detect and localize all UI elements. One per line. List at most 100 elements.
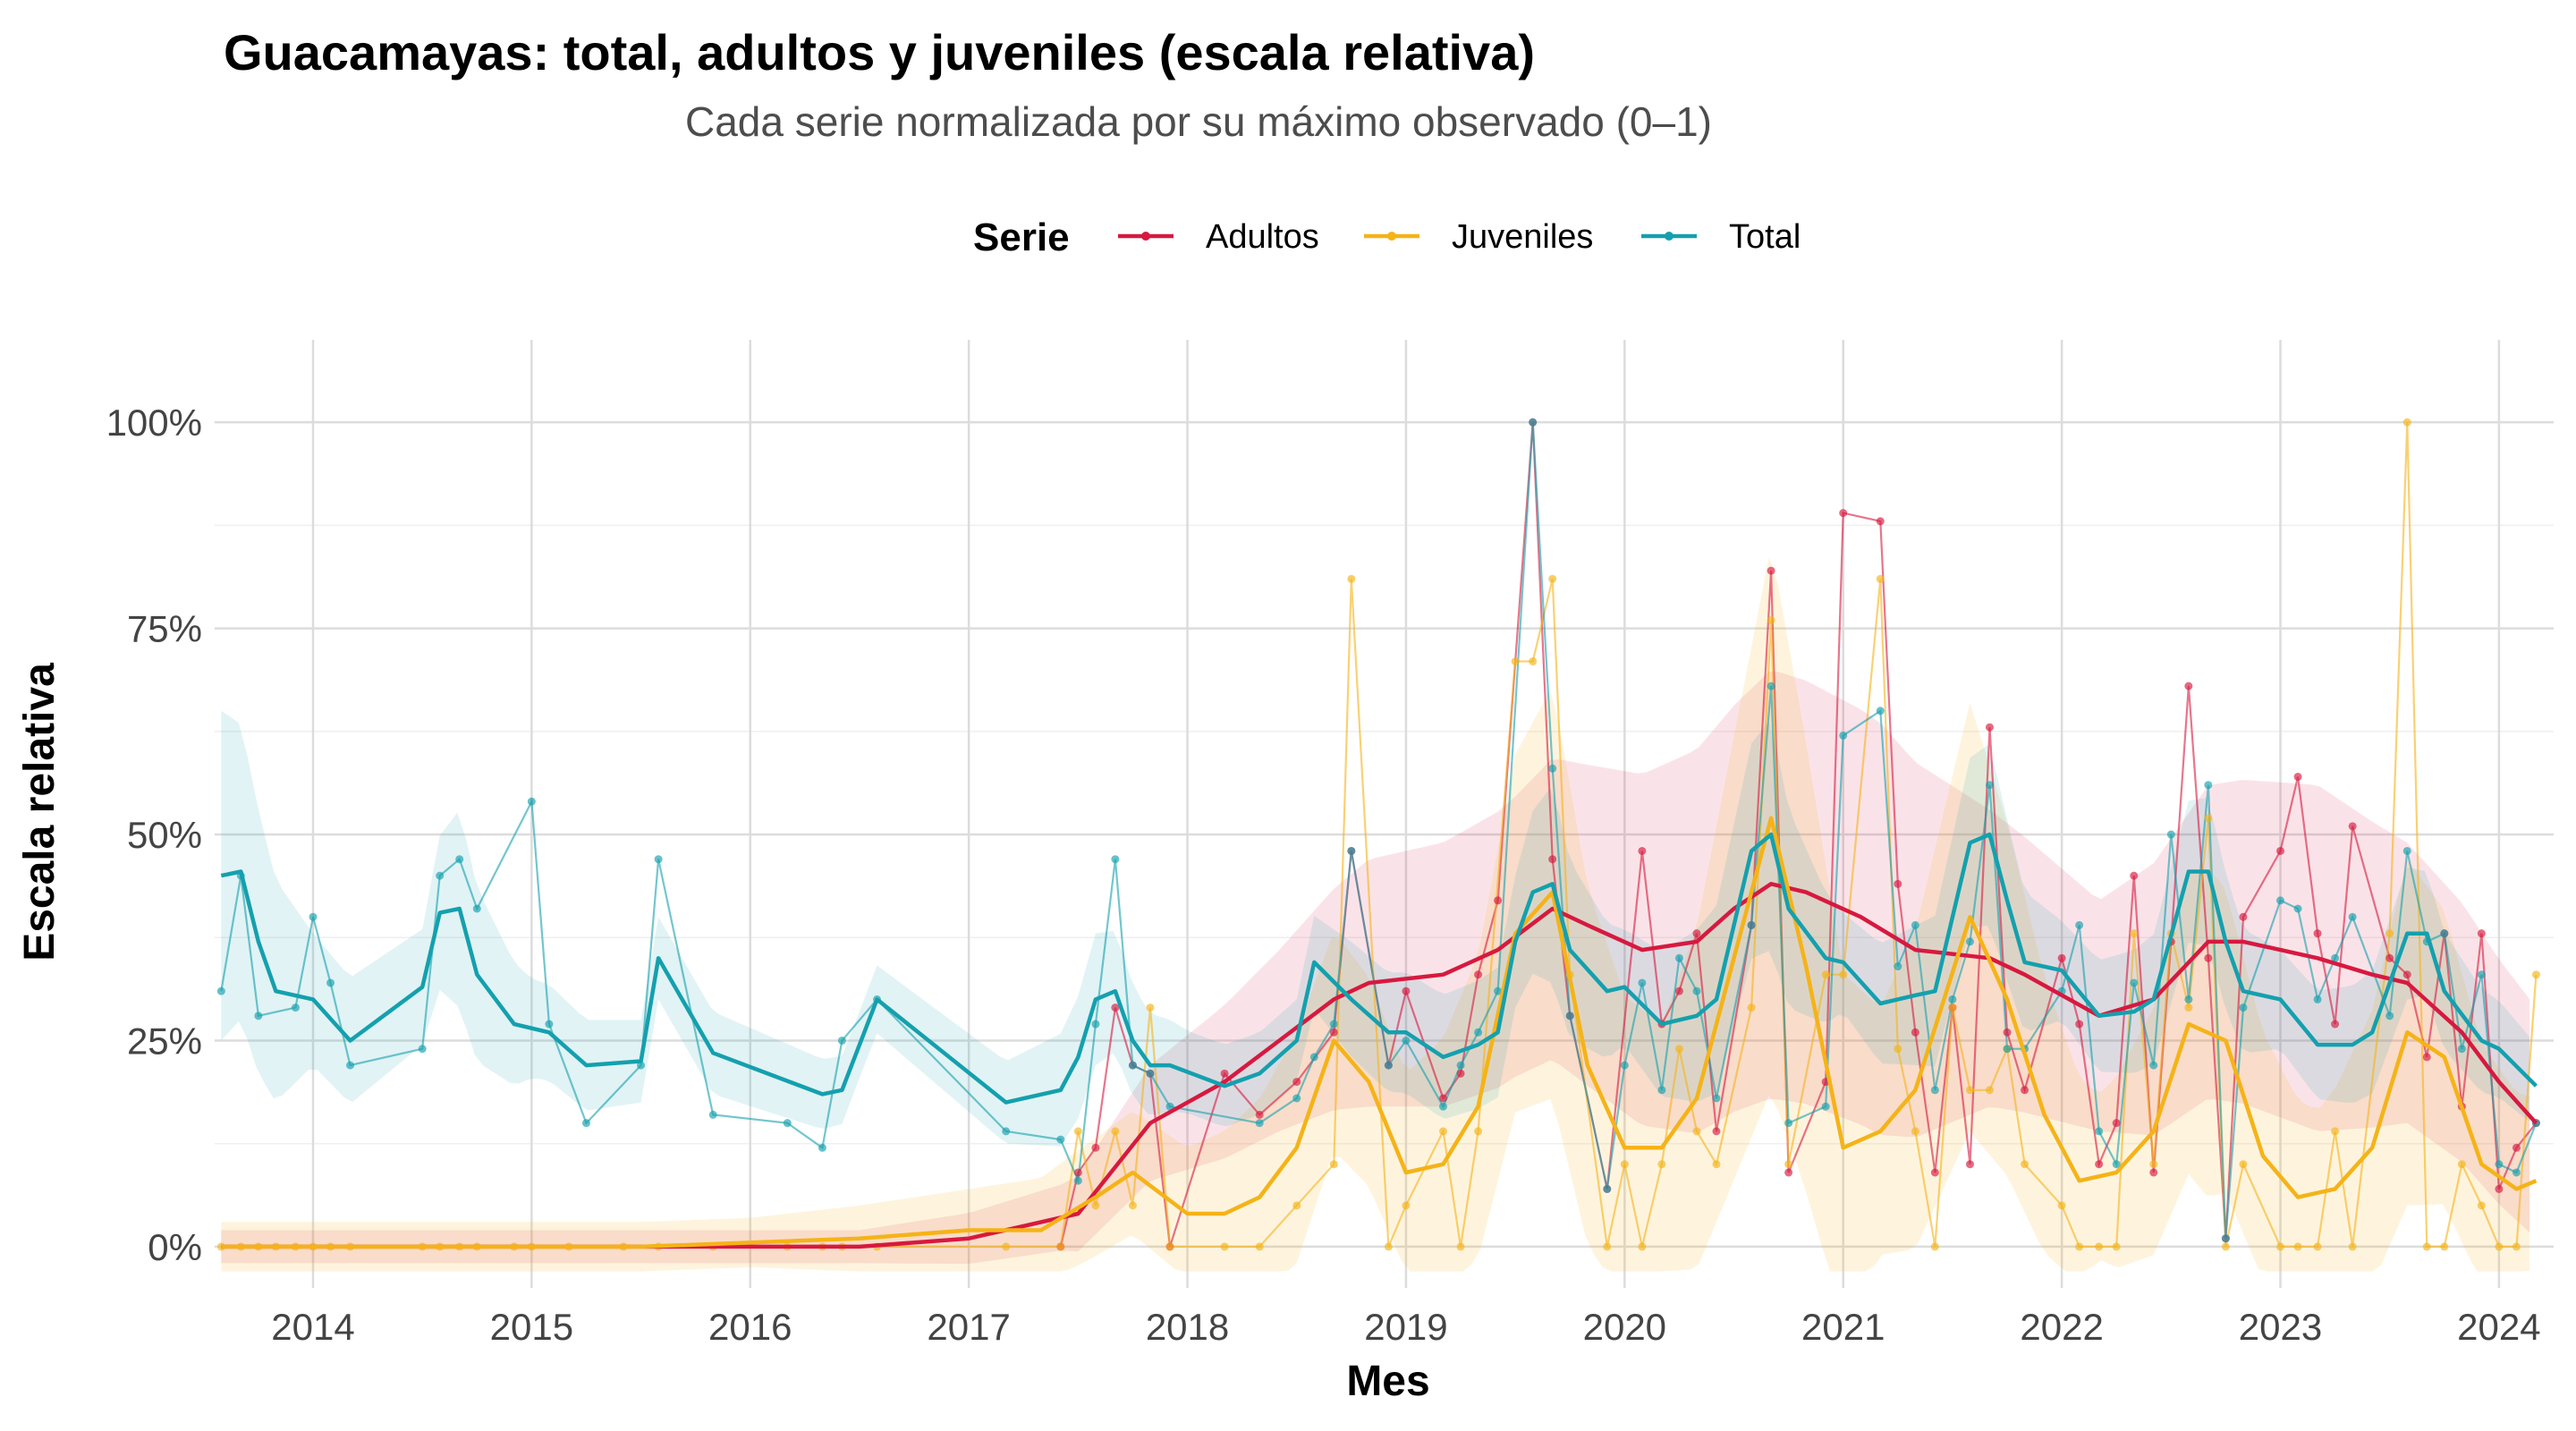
legend: Serie Adultos Juveniles Total: [973, 216, 1801, 259]
point-total: [1657, 1086, 1666, 1095]
point-juveniles: [2331, 1127, 2340, 1136]
point-juveniles: [1220, 1242, 1229, 1251]
point-adultos: [1220, 1069, 1229, 1078]
legend-swatch-point: [1141, 232, 1150, 241]
point-juveniles: [2512, 1242, 2521, 1251]
point-juveniles: [2293, 1242, 2302, 1251]
point-total: [837, 1036, 846, 1045]
point-total: [2003, 1045, 2012, 1054]
point-adultos: [2112, 1119, 2121, 1128]
chart-subtitle: Cada serie normalizada por su máximo obs…: [685, 98, 1712, 145]
point-adultos: [1638, 846, 1647, 855]
x-tick-label: 2023: [2239, 1306, 2322, 1348]
point-adultos: [2276, 846, 2285, 855]
point-total: [1402, 1036, 1411, 1045]
point-total: [346, 1061, 355, 1070]
point-adultos: [1692, 929, 1701, 938]
point-total: [527, 797, 536, 806]
point-juveniles: [1292, 1201, 1301, 1210]
point-juveniles: [2112, 1242, 2121, 1251]
point-adultos: [1712, 1127, 1721, 1136]
point-juveniles: [2184, 1003, 2193, 1012]
point-juveniles: [1784, 1160, 1793, 1169]
x-tick-label: 2017: [927, 1306, 1010, 1348]
x-tick-label: 2018: [1146, 1306, 1229, 1348]
point-juveniles: [1948, 1003, 1957, 1012]
point-adultos: [1255, 1110, 1264, 1119]
point-total: [1674, 953, 1683, 962]
point-adultos: [1474, 970, 1483, 979]
point-adultos: [1930, 1168, 1939, 1177]
point-adultos: [2239, 912, 2248, 921]
point-total: [1894, 962, 1902, 971]
ribbon-total: [221, 710, 2530, 1147]
point-juveniles: [2075, 1242, 2084, 1251]
point-juveniles: [1603, 1242, 1612, 1251]
point-adultos: [1911, 1028, 1919, 1037]
point-total: [1839, 731, 1848, 740]
point-total: [1911, 920, 1919, 929]
point-total: [708, 1110, 717, 1119]
point-total: [2457, 1045, 2466, 1054]
point-total: [1821, 1102, 1830, 1111]
point-juveniles: [1146, 1003, 1155, 1012]
point-juveniles: [1894, 1045, 1902, 1054]
point-juveniles: [1384, 1242, 1393, 1251]
point-total: [1111, 855, 1120, 864]
point-total: [2166, 830, 2175, 839]
point-juveniles: [2495, 1242, 2504, 1251]
point-adultos: [1876, 517, 1885, 526]
axis-tick-labels: 2014 2015 2016 2017 2018 2019 2020 2021 2022 2023…: [106, 402, 2541, 1348]
point-total: [418, 1045, 427, 1054]
point-adultos: [2331, 1020, 2340, 1029]
legend-title: Serie: [973, 216, 1070, 259]
point-adultos: [1985, 723, 1994, 732]
point-juveniles: [1438, 1127, 1447, 1136]
x-tick-label: 2020: [1583, 1306, 1666, 1348]
point-total: [818, 1143, 826, 1152]
y-tick-label: 50%: [127, 814, 202, 856]
point-juveniles: [1091, 1201, 1100, 1210]
point-total: [1620, 1061, 1629, 1070]
point-adultos: [1674, 986, 1683, 995]
point-total: [2512, 1168, 2521, 1177]
point-total: [2204, 781, 2213, 790]
point-adultos: [2313, 929, 2322, 938]
point-total: [1767, 682, 1775, 690]
point-total: [1146, 1069, 1155, 1078]
point-total: [2477, 970, 2486, 979]
point-adultos: [1965, 1160, 1974, 1169]
point-juveniles: [2348, 1242, 2357, 1251]
point-total: [2293, 904, 2302, 913]
point-adultos: [2293, 773, 2302, 782]
point-juveniles: [2477, 1201, 2486, 1210]
x-axis-title: Mes: [1346, 1358, 1429, 1405]
point-total: [1456, 1061, 1465, 1070]
point-total: [1002, 1127, 1011, 1136]
point-juveniles: [1747, 1003, 1756, 1012]
point-juveniles: [1674, 1045, 1683, 1054]
point-juveniles: [1767, 615, 1775, 624]
point-adultos: [1438, 1094, 1447, 1103]
point-total: [581, 1119, 590, 1128]
point-total: [1692, 986, 1701, 995]
point-total: [1548, 764, 1557, 773]
point-juveniles: [1165, 1242, 1174, 1251]
point-juveniles: [1474, 1127, 1483, 1136]
point-total: [2495, 1160, 2504, 1169]
point-juveniles: [1876, 574, 1885, 583]
point-total: [326, 978, 335, 987]
point-total: [1292, 1094, 1301, 1103]
point-juveniles: [1511, 656, 1520, 665]
point-juveniles: [1056, 1242, 1065, 1251]
point-juveniles: [2385, 929, 2394, 938]
point-adultos: [2204, 953, 2213, 962]
point-adultos: [1894, 879, 1902, 888]
point-adultos: [2149, 1168, 2158, 1177]
point-juveniles: [1111, 1127, 1120, 1136]
point-adultos: [2021, 1086, 2029, 1095]
point-total: [2112, 1160, 2121, 1169]
point-total: [2239, 1003, 2248, 1012]
x-tick-label: 2015: [490, 1306, 573, 1348]
